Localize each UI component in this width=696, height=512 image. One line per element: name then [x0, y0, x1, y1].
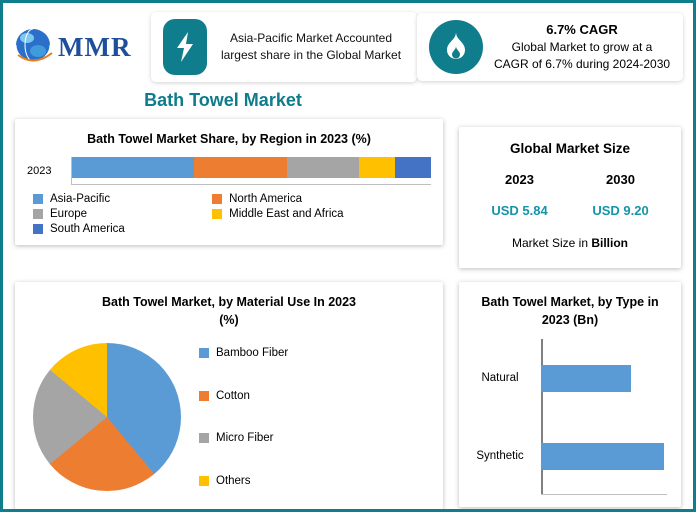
- type-bar-label: Synthetic: [476, 450, 524, 462]
- legend-swatch: [212, 193, 223, 204]
- callout-cagr: 6.7% CAGR Global Market to grow at a CAG…: [417, 13, 683, 81]
- region-bar-row: 2023: [27, 156, 431, 185]
- material-chart-title: Bath Towel Market, by Material Use In 20…: [101, 295, 357, 327]
- bar-segment-south-america: [395, 156, 431, 178]
- legend-item-others: Others: [199, 475, 288, 487]
- region-legend: Asia-Pacific North America Europe Middle Ea…: [33, 193, 431, 235]
- legend-label: Asia-Pacific: [50, 192, 111, 205]
- bar-segment-europe: [287, 156, 360, 178]
- main-grid: Bath Towel Market Share, by Region in 20…: [3, 119, 693, 509]
- market-size-card: Global Market Size 2023 2030 USD 5.84 US…: [459, 127, 681, 268]
- legend-swatch: [199, 475, 209, 486]
- legend-swatch: [212, 208, 223, 219]
- note-prefix: Market Size in: [511, 236, 588, 250]
- value-2023: USD 5.84: [491, 203, 548, 218]
- market-size-years: 2023 2030: [469, 172, 671, 187]
- legend-item-north-america: North America: [212, 193, 435, 205]
- callout-cagr-body: 6.7% CAGR Global Market to grow at a CAG…: [493, 22, 671, 71]
- flame-icon: [429, 20, 483, 74]
- material-chart-body: Bamboo Fiber Cotton Micro Fiber Others: [27, 337, 431, 497]
- market-size-values: USD 5.84 USD 9.20: [469, 203, 671, 218]
- legend-label: North America: [229, 192, 302, 205]
- region-stacked-bar: [72, 156, 431, 178]
- legend-swatch: [33, 208, 43, 219]
- type-bar-row-synthetic: Synthetic: [469, 442, 671, 470]
- type-chart-card: Bath Towel Market, by Type in 2023 (Bn) …: [459, 282, 681, 507]
- material-chart-card: Bath Towel Market, by Material Use In 20…: [15, 282, 443, 509]
- legend-label: South America: [50, 222, 125, 235]
- type-bar-synthetic: [541, 442, 664, 470]
- legend-swatch: [199, 390, 209, 401]
- legend-label: Bamboo Fiber: [216, 347, 289, 359]
- legend-label: Micro Fiber: [216, 432, 274, 445]
- legend-item-asia-pacific: Asia-Pacific: [33, 193, 208, 205]
- callout-market-share-text: Asia-Pacific Market Accounted largest sh…: [220, 31, 402, 62]
- material-legend: Bamboo Fiber Cotton Micro Fiber Others: [199, 347, 288, 487]
- type-chart-y-axis: [541, 339, 543, 495]
- type-bar-natural: [541, 364, 632, 392]
- type-chart-x-axis: [541, 494, 667, 495]
- bar-segment-north-america: [194, 156, 288, 178]
- note-unit: Billion: [591, 236, 629, 250]
- legend-label: Middle East and Africa: [229, 207, 344, 220]
- legend-label: Others: [216, 474, 251, 487]
- region-chart-card: Bath Towel Market Share, by Region in 20…: [15, 119, 443, 245]
- year-2023: 2023: [505, 172, 534, 187]
- legend-item-middle-east-and-africa: Middle East and Africa: [212, 208, 435, 220]
- type-bar-row-natural: Natural: [469, 364, 671, 392]
- cagr-title: 6.7% CAGR: [546, 22, 618, 38]
- type-chart-rows: Natural Synthetic: [469, 339, 671, 495]
- page-title: Bath Towel Market: [144, 90, 302, 110]
- header: MMR Asia-Pacific Market Accounted larges…: [3, 3, 693, 86]
- legend-swatch: [199, 433, 209, 444]
- type-bar-track: [541, 442, 671, 470]
- region-bar-category: 2023: [27, 164, 52, 177]
- cagr-text: Global Market to grow at a CAGR of 6.7% …: [493, 40, 671, 71]
- logo-text: MMR: [58, 31, 132, 62]
- callout-market-share: Asia-Pacific Market Accounted largest sh…: [151, 12, 417, 82]
- market-size-title: Global Market Size: [509, 141, 631, 156]
- legend-swatch: [199, 348, 209, 358]
- mmr-logo: MMR: [13, 25, 145, 70]
- bar-segment-asia-pacific: [72, 156, 195, 178]
- material-pie: [33, 343, 181, 491]
- globe-icon: [13, 25, 55, 70]
- legend-swatch: [33, 193, 43, 204]
- legend-label: Europe: [50, 207, 88, 220]
- type-bar-track: [541, 364, 671, 392]
- bar-segment-middle-east-and-africa: [359, 156, 396, 178]
- legend-item-cotton: Cotton: [199, 390, 288, 402]
- legend-item-europe: Europe: [33, 208, 208, 220]
- legend-swatch: [33, 223, 43, 234]
- region-chart-title: Bath Towel Market Share, by Region in 20…: [87, 132, 371, 146]
- legend-label: Cotton: [216, 389, 250, 402]
- legend-item-bamboo-fiber: Bamboo Fiber: [199, 347, 288, 359]
- type-bar-label: Natural: [481, 372, 519, 384]
- year-2030: 2030: [606, 172, 635, 187]
- legend-item-micro-fiber: Micro Fiber: [199, 432, 288, 444]
- legend-item-south-america: South America: [33, 223, 208, 235]
- value-2030: USD 9.20: [592, 203, 649, 218]
- lightning-icon: [163, 19, 207, 75]
- type-chart-title: Bath Towel Market, by Type in 2023 (Bn): [481, 295, 659, 327]
- market-size-note: Market Size in Billion: [469, 236, 671, 250]
- region-bar-plot: [71, 156, 431, 185]
- type-chart-plot: Natural Synthetic: [469, 339, 671, 495]
